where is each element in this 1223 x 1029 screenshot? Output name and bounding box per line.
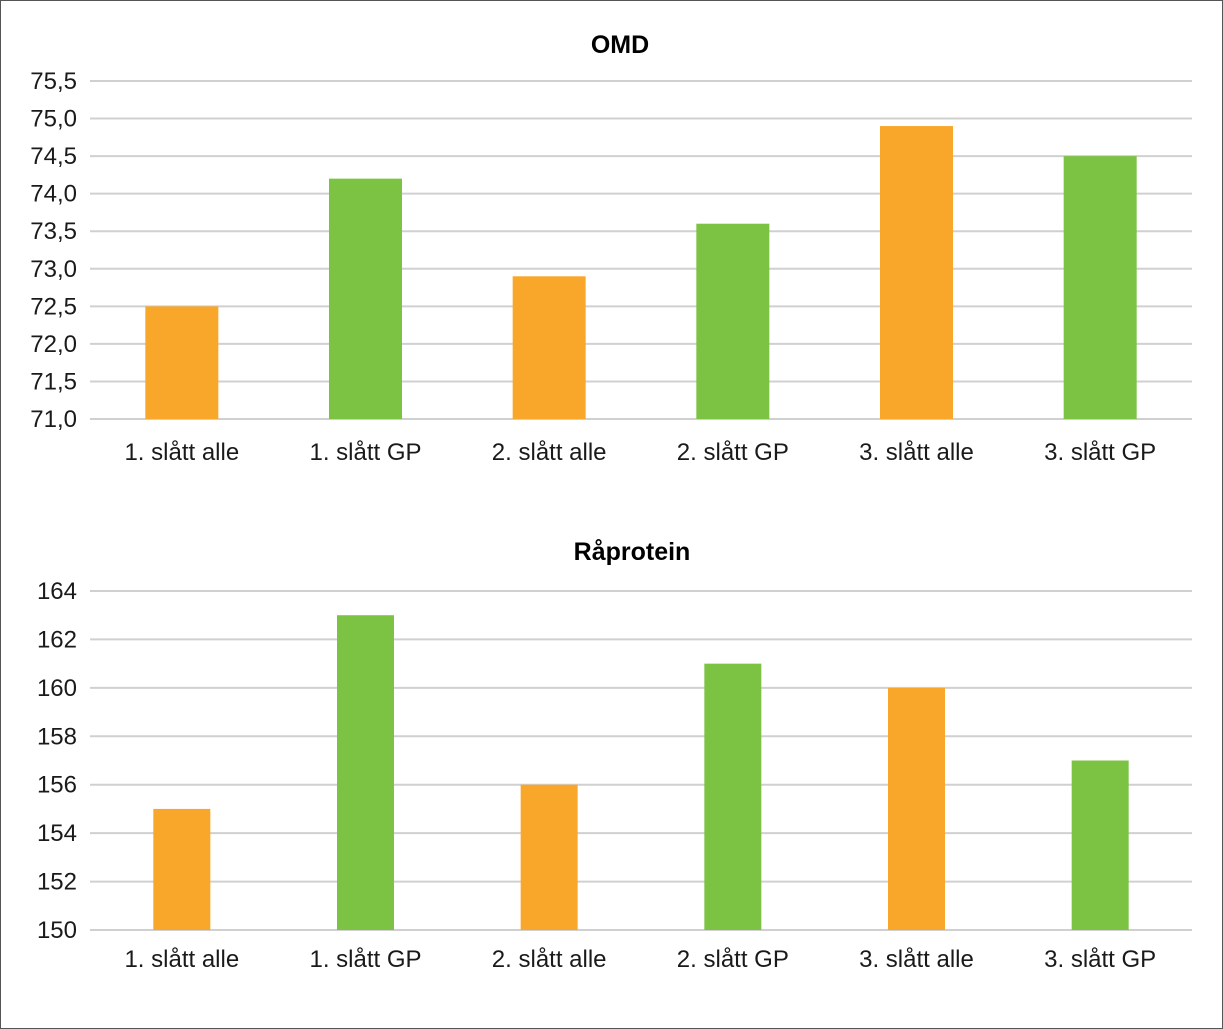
raprotein-y-tick-label: 150 xyxy=(37,917,77,944)
raprotein-x-category-label: 3. slått alle xyxy=(859,946,974,973)
omd-y-tick-label: 71,5 xyxy=(30,368,77,395)
raprotein-x-category-label: 2. slått GP xyxy=(677,946,789,973)
omd-chart: OMD 71,0 71,5 72,0 72,5 73,0 73,5 74,0 74,5 75,0… xyxy=(30,31,1192,466)
raprotein-x-category-label: 1. slått GP xyxy=(309,946,421,973)
omd-bar xyxy=(512,276,586,419)
raprotein-x-category-label: 1. slått alle xyxy=(124,946,239,973)
omd-y-tick-label: 75,0 xyxy=(30,106,77,133)
raprotein-bar xyxy=(704,663,762,930)
omd-y-tick-label: 73,0 xyxy=(30,256,77,283)
omd-x-category-label: 3. slått GP xyxy=(1044,439,1156,466)
raprotein-chart-title: Råprotein xyxy=(574,538,691,566)
raprotein-y-tick-label: 152 xyxy=(37,869,77,896)
omd-bar xyxy=(880,126,953,420)
raprotein-x-category-label: 3. slått GP xyxy=(1044,946,1156,973)
omd-y-tick-label: 72,5 xyxy=(30,293,77,320)
omd-y-tick-label: 72,0 xyxy=(30,331,77,358)
omd-y-tick-label: 74,5 xyxy=(30,143,77,170)
raprotein-bar xyxy=(520,784,578,930)
raprotein-y-tick-label: 162 xyxy=(37,626,77,653)
raprotein-y-tick-label: 154 xyxy=(37,820,77,847)
omd-x-category-label: 2. slått alle xyxy=(492,439,607,466)
omd-y-tick-label: 71,0 xyxy=(30,406,77,433)
omd-y-tick-label: 73,5 xyxy=(30,218,77,245)
raprotein-bar xyxy=(153,808,211,930)
raprotein-bar xyxy=(337,615,394,930)
omd-y-tick-label: 74,0 xyxy=(30,181,77,208)
raprotein-y-tick-label: 156 xyxy=(37,772,77,799)
raprotein-y-tick-label: 158 xyxy=(37,723,77,750)
omd-bar xyxy=(696,223,770,419)
omd-bar xyxy=(329,178,402,419)
omd-x-category-label: 3. slått alle xyxy=(859,439,974,466)
omd-x-category-label: 1. slått alle xyxy=(124,439,239,466)
omd-bar xyxy=(145,306,219,419)
raprotein-bar xyxy=(1071,760,1129,930)
raprotein-chart: Råprotein 150 152 154 156 158 160 162 164 1. sl… xyxy=(37,538,1192,973)
omd-x-category-label: 1. slått GP xyxy=(309,439,421,466)
omd-chart-title: OMD xyxy=(591,31,649,59)
raprotein-bar xyxy=(888,687,945,930)
omd-y-tick-label: 75,5 xyxy=(30,68,77,95)
raprotein-y-tick-label: 160 xyxy=(37,675,77,702)
raprotein-y-tick-label: 164 xyxy=(37,578,77,605)
omd-x-category-label: 2. slått GP xyxy=(677,439,789,466)
raprotein-x-category-label: 2. slått alle xyxy=(492,946,607,973)
omd-bar xyxy=(1063,156,1137,419)
